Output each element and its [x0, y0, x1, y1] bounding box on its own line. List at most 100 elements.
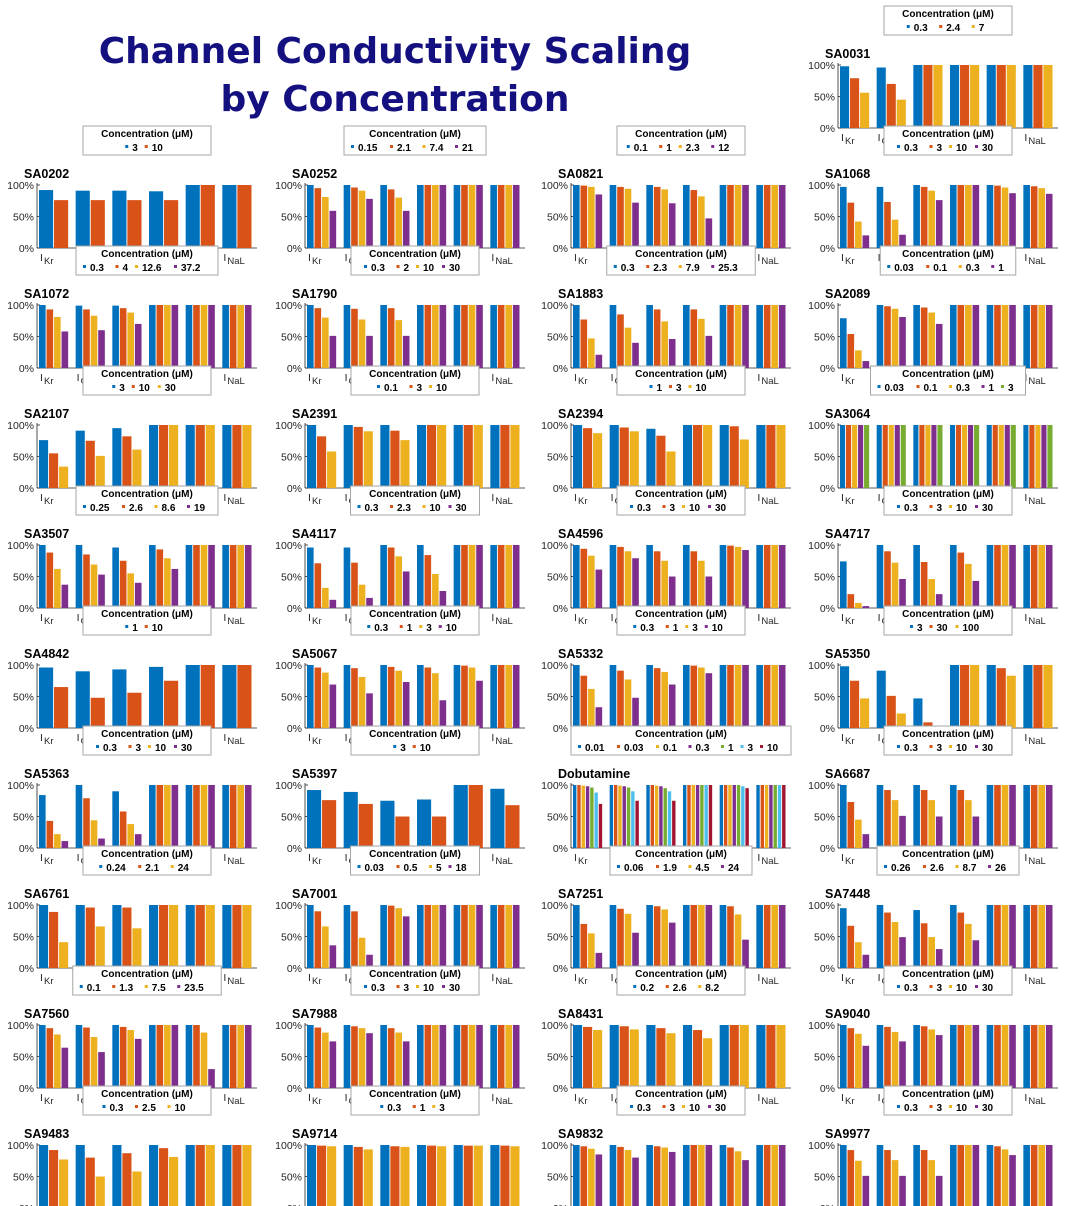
legend-marker — [656, 745, 659, 748]
x-tick-label: I — [841, 972, 844, 984]
legend-label: 0.03 — [365, 863, 385, 874]
y-tick-label: 50% — [814, 212, 835, 224]
bar — [668, 684, 676, 728]
bar — [846, 425, 852, 488]
legend-marker — [884, 865, 887, 868]
bar — [972, 580, 980, 608]
y-tick-label: 0% — [19, 603, 34, 615]
legend-marker — [422, 145, 426, 148]
bar — [763, 905, 771, 968]
bar — [970, 65, 980, 128]
panel-title: SA6761 — [24, 887, 69, 901]
y-tick-label: 0% — [820, 243, 835, 255]
bar — [884, 551, 891, 608]
legend-box — [350, 725, 480, 756]
bar — [222, 1145, 232, 1206]
y-tick-label: 50% — [281, 1172, 302, 1184]
legend-box — [75, 245, 219, 276]
legend-label: 10 — [436, 383, 448, 394]
bar — [972, 940, 980, 968]
bar — [719, 185, 727, 248]
x-tick-label: I — [77, 372, 80, 384]
legend-label: 0.1 — [384, 383, 398, 394]
legend-label: 0.3 — [110, 1103, 124, 1114]
bar — [314, 308, 322, 368]
legend-marker — [409, 385, 413, 388]
legend-label: 0.3 — [640, 623, 654, 634]
bar — [1023, 1025, 1030, 1088]
bar — [899, 937, 906, 968]
bar — [424, 1025, 432, 1088]
x-tick-label: I — [491, 372, 494, 384]
legend-label: 0.3 — [371, 263, 385, 274]
bar — [244, 785, 252, 848]
bar — [132, 449, 142, 488]
legend-label: 7.4 — [430, 143, 444, 154]
bar — [933, 65, 943, 128]
bar — [573, 545, 580, 608]
legend-label: 1 — [407, 623, 413, 634]
x-tick-label: I — [223, 852, 226, 864]
bar — [453, 1145, 463, 1206]
legend-marker — [975, 1105, 978, 1108]
legend: Concentration (μM)0.3 3 10 30 — [883, 725, 1013, 756]
y-tick-label: 0% — [287, 723, 302, 735]
x-tick-sublabel: Kr — [845, 616, 855, 627]
bar — [577, 785, 581, 848]
x-tick-sublabel: NaL — [761, 376, 778, 387]
bar — [75, 1025, 83, 1088]
bar — [343, 791, 358, 848]
x-tick-sublabel: NaL — [761, 856, 778, 867]
bar — [778, 665, 786, 728]
y-tick-label: 100% — [808, 420, 835, 432]
bar — [439, 905, 447, 968]
bar — [661, 321, 668, 368]
x-tick-label: I — [491, 732, 494, 744]
bar — [884, 790, 891, 848]
y-tick-label: 100% — [541, 660, 568, 672]
panel-title: SA3507 — [24, 527, 69, 541]
bar — [950, 425, 956, 488]
legend: Concentration (μM)0.1 3 10 — [350, 365, 480, 396]
x-tick-sublabel: NaL — [1028, 496, 1045, 507]
legend-marker — [740, 745, 744, 748]
bar — [75, 671, 90, 728]
bar — [763, 185, 771, 248]
legend-box — [350, 245, 480, 276]
bar — [646, 305, 653, 368]
x-tick-sublabel: Kr — [845, 496, 855, 507]
x-tick-sublabel: NaL — [495, 496, 512, 507]
panel-title: SA4117 — [292, 527, 337, 541]
legend-marker — [685, 625, 689, 628]
bar — [899, 234, 906, 248]
bar — [193, 305, 200, 368]
legend-marker — [442, 985, 445, 988]
legend-marker — [897, 745, 900, 748]
legend-label: 3 — [136, 743, 142, 754]
legend-marker — [949, 745, 952, 748]
legend-label: 2.6 — [930, 863, 944, 874]
y-tick-label: 100% — [808, 1020, 835, 1032]
legend-label: 10 — [956, 1103, 968, 1114]
bar — [1023, 785, 1030, 848]
bar — [928, 312, 935, 368]
bar — [322, 317, 329, 368]
legend-label: 12 — [718, 143, 730, 154]
legend-marker — [187, 505, 190, 508]
bar — [512, 1025, 520, 1088]
legend-label: 3 — [917, 623, 923, 634]
y-tick-label: 0% — [553, 723, 568, 735]
bar — [127, 573, 134, 608]
legend-marker — [112, 385, 116, 388]
bar — [351, 187, 358, 248]
bar — [986, 665, 996, 728]
bar — [149, 305, 156, 368]
x-tick-label: I — [77, 612, 80, 624]
bar — [83, 1027, 90, 1088]
bar — [972, 185, 980, 248]
panel-title: SA0202 — [24, 167, 69, 181]
bar — [855, 1033, 862, 1088]
bar — [75, 785, 83, 848]
